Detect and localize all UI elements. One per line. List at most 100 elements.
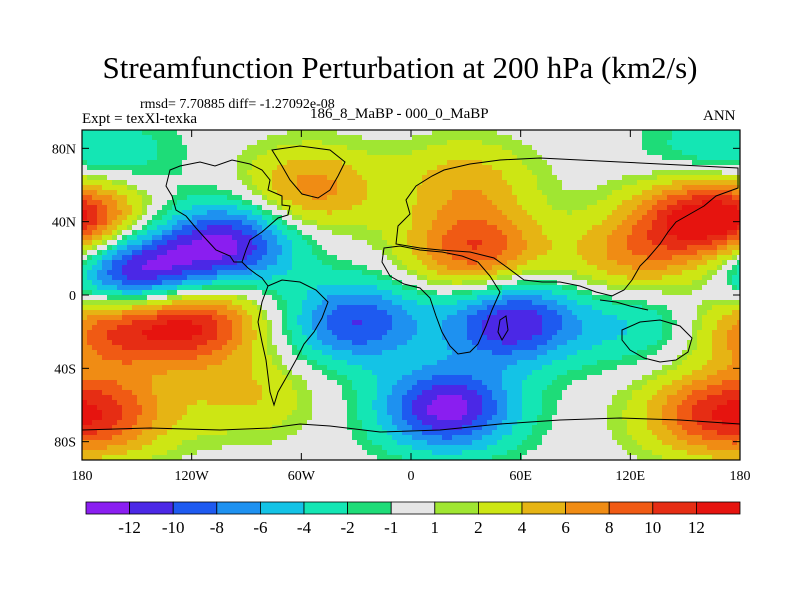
field-cell xyxy=(262,205,268,211)
field-cell xyxy=(257,130,263,136)
field-cell xyxy=(497,300,503,306)
field-cell xyxy=(697,245,703,251)
field-cell xyxy=(132,305,138,311)
field-cell xyxy=(277,250,283,256)
field-cell xyxy=(217,220,223,226)
field-cell xyxy=(597,205,603,211)
field-cell xyxy=(332,220,338,226)
field-cell xyxy=(707,155,713,161)
field-cell xyxy=(362,175,368,181)
field-cell xyxy=(137,275,143,281)
field-cell xyxy=(442,275,448,281)
field-cell xyxy=(222,270,228,276)
field-cell xyxy=(87,240,93,246)
field-cell xyxy=(732,205,738,211)
field-cell xyxy=(247,180,253,186)
field-cell xyxy=(292,285,298,291)
field-cell xyxy=(392,300,398,306)
field-cell xyxy=(582,130,588,136)
field-cell xyxy=(272,205,278,211)
field-cell xyxy=(117,145,123,151)
field-cell xyxy=(687,280,693,286)
field-cell xyxy=(267,135,273,141)
field-cell xyxy=(397,275,403,281)
field-cell xyxy=(737,260,740,266)
field-cell xyxy=(447,155,453,161)
field-cell xyxy=(692,240,698,246)
field-cell xyxy=(157,280,163,286)
field-cell xyxy=(422,245,428,251)
field-cell xyxy=(717,130,723,136)
field-cell xyxy=(557,295,563,301)
field-cell xyxy=(642,145,648,151)
field-cell xyxy=(262,245,268,251)
field-cell xyxy=(437,165,443,171)
field-cell xyxy=(242,300,248,306)
field-cell xyxy=(572,265,578,271)
field-cell xyxy=(492,285,498,291)
field-cell xyxy=(102,150,108,156)
field-cell xyxy=(257,190,263,196)
field-cell xyxy=(132,240,138,246)
field-cell xyxy=(372,210,378,216)
field-cell xyxy=(492,160,498,166)
field-cell xyxy=(587,280,593,286)
field-cell xyxy=(702,280,708,286)
field-cell xyxy=(402,290,408,296)
field-cell xyxy=(457,285,463,291)
field-cell xyxy=(112,215,118,221)
field-cell xyxy=(267,270,273,276)
field-cell xyxy=(162,170,168,176)
field-cell xyxy=(547,130,553,136)
field-cell xyxy=(122,255,128,261)
field-cell xyxy=(207,285,213,291)
field-cell xyxy=(427,270,433,276)
field-cell xyxy=(162,200,168,206)
field-cell xyxy=(407,150,413,156)
field-cell xyxy=(87,305,93,311)
field-cell xyxy=(382,150,388,156)
field-cell xyxy=(562,215,568,221)
field-cell xyxy=(142,150,148,156)
field-cell xyxy=(607,185,613,191)
field-cell xyxy=(622,230,628,236)
field-cell xyxy=(257,135,263,141)
field-cell xyxy=(187,175,193,181)
field-cell xyxy=(292,135,298,141)
field-cell xyxy=(532,155,538,161)
field-cell xyxy=(132,220,138,226)
field-cell xyxy=(377,235,383,241)
field-cell xyxy=(442,295,448,301)
field-cell xyxy=(297,315,303,321)
field-cell xyxy=(412,135,418,141)
field-cell xyxy=(592,295,598,301)
field-cell xyxy=(437,310,443,316)
field-cell xyxy=(542,295,548,301)
field-cell xyxy=(417,145,423,151)
field-cell xyxy=(657,225,663,231)
field-cell xyxy=(372,130,378,136)
field-cell xyxy=(687,165,693,171)
field-cell xyxy=(397,270,403,276)
field-cell xyxy=(622,300,628,306)
field-cell xyxy=(382,280,388,286)
field-cell xyxy=(422,265,428,271)
field-cell xyxy=(82,275,88,281)
field-cell xyxy=(82,135,88,141)
field-cell xyxy=(92,205,98,211)
field-cell xyxy=(642,270,648,276)
field-cell xyxy=(392,315,398,321)
field-cell xyxy=(182,235,188,241)
field-cell xyxy=(437,210,443,216)
field-cell xyxy=(272,255,278,261)
field-cell xyxy=(367,305,373,311)
field-cell xyxy=(542,270,548,276)
field-cell xyxy=(572,170,578,176)
field-cell xyxy=(167,300,173,306)
field-cell xyxy=(592,255,598,261)
field-cell xyxy=(472,205,478,211)
field-cell xyxy=(727,230,733,236)
field-cell xyxy=(662,250,668,256)
field-cell xyxy=(292,255,298,261)
field-cell xyxy=(332,145,338,151)
